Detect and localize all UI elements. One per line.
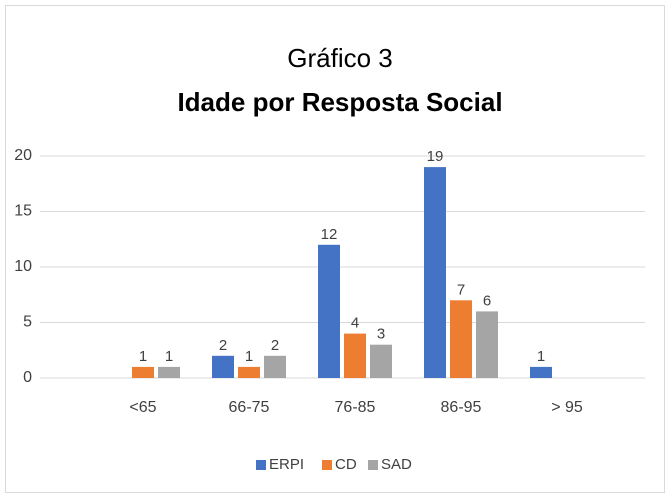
bar	[344, 333, 366, 378]
data-label: 19	[427, 148, 444, 165]
bar	[158, 366, 180, 378]
data-label: 7	[457, 281, 465, 298]
data-label: 1	[537, 348, 545, 365]
data-label: 2	[219, 337, 227, 354]
chart-title: Gráfico 3	[287, 43, 393, 73]
legend-swatch	[368, 460, 378, 470]
chart-subtitle: Idade por Resposta Social	[177, 87, 502, 117]
data-label: 1	[165, 348, 173, 365]
bar	[212, 355, 234, 378]
bar	[370, 344, 392, 378]
bar	[264, 355, 286, 378]
data-label: 4	[351, 315, 359, 332]
legend-label: ERPI	[269, 456, 304, 473]
legend-label: SAD	[381, 456, 412, 473]
x-tick-label: > 95	[551, 399, 583, 416]
bar	[424, 167, 446, 378]
y-tick-label: 5	[23, 314, 32, 331]
bar	[476, 311, 498, 378]
bar	[450, 300, 472, 378]
bar	[132, 366, 154, 378]
y-tick-label: 10	[14, 258, 32, 275]
x-tick-label: 86-95	[441, 399, 482, 416]
data-label: 1	[139, 348, 147, 365]
bar	[238, 366, 260, 378]
y-tick-label: 0	[23, 369, 32, 386]
x-tick-label: 76-85	[335, 399, 376, 416]
y-tick-label: 20	[14, 147, 32, 164]
data-label: 3	[377, 326, 385, 343]
bar	[530, 366, 552, 378]
data-label: 12	[321, 226, 338, 243]
x-tick-label: <65	[129, 399, 156, 416]
data-label: 2	[271, 337, 279, 354]
legend-swatch	[322, 460, 332, 470]
y-tick-label: 15	[14, 203, 32, 220]
bar	[318, 244, 340, 378]
legend-swatch	[256, 460, 266, 470]
data-label: 1	[245, 348, 253, 365]
x-tick-label: 66-75	[229, 399, 270, 416]
data-label: 6	[483, 292, 491, 309]
legend-label: CD	[335, 456, 357, 473]
